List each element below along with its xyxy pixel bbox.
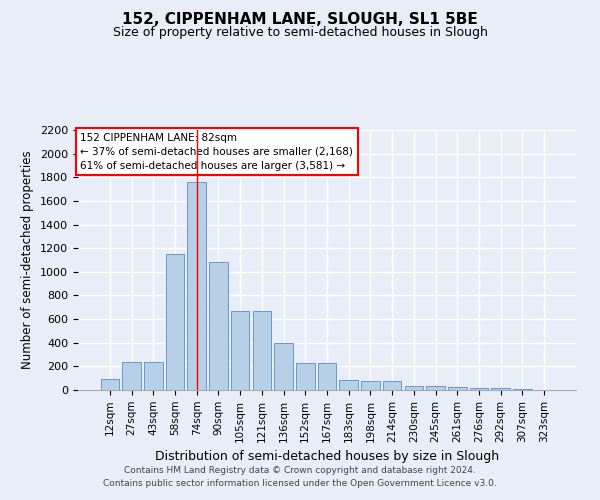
Bar <box>470 388 488 390</box>
Bar <box>318 363 336 390</box>
Bar <box>231 312 250 390</box>
Bar <box>448 387 467 390</box>
Text: Size of property relative to semi-detached houses in Slough: Size of property relative to semi-detach… <box>113 26 487 39</box>
Bar <box>296 364 314 390</box>
Bar <box>122 362 141 390</box>
Text: 152, CIPPENHAM LANE, SLOUGH, SL1 5BE: 152, CIPPENHAM LANE, SLOUGH, SL1 5BE <box>122 12 478 28</box>
Bar <box>144 362 163 390</box>
Bar <box>253 312 271 390</box>
Bar <box>361 381 380 390</box>
Bar <box>340 380 358 390</box>
X-axis label: Distribution of semi-detached houses by size in Slough: Distribution of semi-detached houses by … <box>155 450 499 463</box>
Bar <box>166 254 184 390</box>
Bar <box>383 381 401 390</box>
Bar <box>187 182 206 390</box>
Text: 152 CIPPENHAM LANE: 82sqm
← 37% of semi-detached houses are smaller (2,168)
61% : 152 CIPPENHAM LANE: 82sqm ← 37% of semi-… <box>80 132 353 170</box>
Bar <box>404 386 423 390</box>
Text: Contains HM Land Registry data © Crown copyright and database right 2024.
Contai: Contains HM Land Registry data © Crown c… <box>103 466 497 487</box>
Bar <box>101 380 119 390</box>
Bar <box>274 342 293 390</box>
Bar <box>427 386 445 390</box>
Y-axis label: Number of semi-detached properties: Number of semi-detached properties <box>22 150 34 370</box>
Bar <box>491 388 510 390</box>
Bar <box>209 262 227 390</box>
